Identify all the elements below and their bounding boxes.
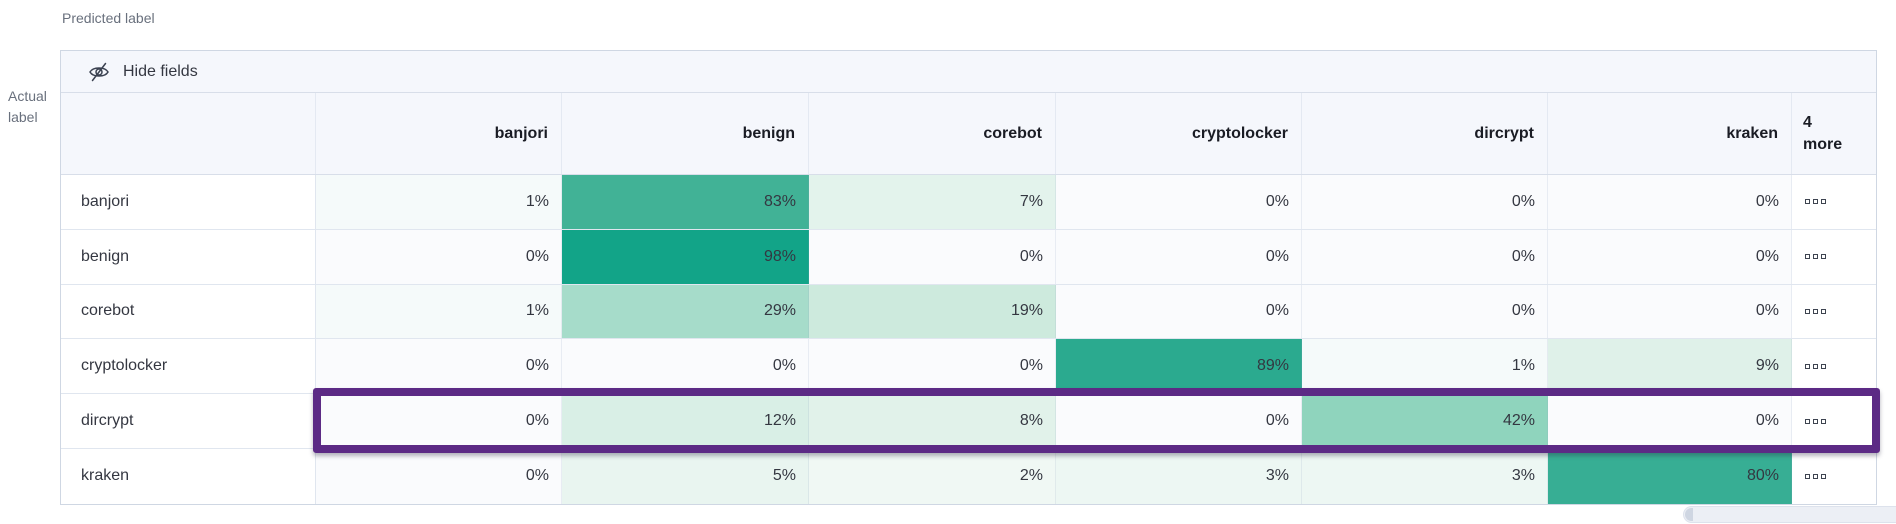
column-header-dircrypt[interactable]: dircrypt <box>1302 93 1548 174</box>
eye-closed-icon <box>88 61 110 83</box>
matrix-cell[interactable]: 19% <box>809 284 1056 339</box>
matrix-cell[interactable]: 9% <box>1548 339 1792 394</box>
row-actions-button[interactable] <box>1792 448 1876 504</box>
boxes-horizontal-icon <box>1805 254 1826 260</box>
actual-axis-label-line2: label <box>8 109 38 125</box>
column-header-corebot[interactable]: corebot <box>809 93 1056 174</box>
row-actions-button[interactable] <box>1792 284 1876 339</box>
matrix-cell[interactable]: 0% <box>562 339 809 394</box>
matrix-cell[interactable]: 0% <box>316 394 562 448</box>
horizontal-scrollbar[interactable] <box>1683 506 1896 523</box>
matrix-cell[interactable]: 83% <box>562 175 809 229</box>
matrix-cell[interactable]: 5% <box>562 448 809 504</box>
table-row-kraken: kraken 0% 5% 2% 3% 3% 80% <box>61 448 1876 504</box>
table-row-banjori: banjori 1% 83% 7% 0% 0% 0% <box>61 175 1876 230</box>
matrix-cell[interactable]: 0% <box>1548 229 1792 284</box>
hide-fields-button[interactable]: Hide fields <box>61 51 1876 93</box>
column-header-banjori[interactable]: banjori <box>316 93 562 174</box>
matrix-cell[interactable]: 0% <box>1302 175 1548 229</box>
more-columns-text: more <box>1803 135 1843 153</box>
hide-fields-label: Hide fields <box>123 62 198 80</box>
column-header-cryptolocker[interactable]: cryptolocker <box>1056 93 1302 174</box>
matrix-cell[interactable]: 0% <box>1056 175 1302 229</box>
row-actions-button[interactable] <box>1792 175 1876 229</box>
matrix-cell[interactable]: 0% <box>1548 394 1792 448</box>
matrix-cell[interactable]: 3% <box>1302 448 1548 504</box>
matrix-cell[interactable]: 0% <box>316 339 562 394</box>
matrix-cell[interactable]: 0% <box>1056 394 1302 448</box>
boxes-horizontal-icon <box>1805 473 1826 479</box>
matrix-cell[interactable]: 1% <box>316 284 562 339</box>
matrix-cell[interactable]: 3% <box>1056 448 1302 504</box>
matrix-cell[interactable]: 2% <box>809 448 1056 504</box>
matrix-cell[interactable]: 1% <box>316 175 562 229</box>
matrix-cell[interactable]: 0% <box>809 229 1056 284</box>
boxes-horizontal-icon <box>1805 418 1826 424</box>
matrix-cell[interactable]: 0% <box>809 339 1056 394</box>
row-label[interactable]: kraken <box>61 448 316 504</box>
matrix-cell[interactable]: 12% <box>562 394 809 448</box>
row-label[interactable]: dircrypt <box>61 394 316 448</box>
column-header-benign[interactable]: benign <box>562 93 809 174</box>
boxes-horizontal-icon <box>1805 308 1826 314</box>
matrix-cell[interactable]: 0% <box>316 229 562 284</box>
matrix-cell[interactable]: 0% <box>316 448 562 504</box>
more-columns-count: 4 <box>1803 113 1812 131</box>
row-actions-button[interactable] <box>1792 229 1876 284</box>
row-label[interactable]: cryptolocker <box>61 339 316 394</box>
table-row-dircrypt: dircrypt 0% 12% 8% 0% 42% 0% <box>61 394 1876 449</box>
corner-header-cell <box>61 93 316 174</box>
table-row-corebot: corebot 1% 29% 19% 0% 0% 0% <box>61 284 1876 340</box>
boxes-horizontal-icon <box>1805 199 1826 205</box>
more-columns-header[interactable]: 4 more <box>1792 93 1876 174</box>
row-label[interactable]: benign <box>61 229 316 284</box>
table-row-cryptolocker: cryptolocker 0% 0% 0% 89% 1% 9% <box>61 339 1876 395</box>
row-actions-button[interactable] <box>1792 394 1876 448</box>
actual-axis-label: Actual label <box>8 86 60 128</box>
scrollbar-thumb[interactable] <box>1685 508 1693 521</box>
column-header-kraken[interactable]: kraken <box>1548 93 1792 174</box>
matrix-cell[interactable]: 0% <box>1548 175 1792 229</box>
matrix-cell[interactable]: 0% <box>1056 229 1302 284</box>
matrix-cell[interactable]: 0% <box>1302 284 1548 339</box>
matrix-cell[interactable]: 89% <box>1056 339 1302 394</box>
matrix-cell[interactable]: 98% <box>562 229 809 284</box>
matrix-cell[interactable]: 42% <box>1302 394 1548 448</box>
matrix-cell[interactable]: 7% <box>809 175 1056 229</box>
confusion-matrix-table: Hide fields banjori benign corebot crypt… <box>60 50 1877 505</box>
matrix-cell[interactable]: 0% <box>1302 229 1548 284</box>
matrix-cell[interactable]: 29% <box>562 284 809 339</box>
actual-axis-label-line1: Actual <box>8 88 47 104</box>
row-label[interactable]: banjori <box>61 175 316 229</box>
boxes-horizontal-icon <box>1805 363 1826 369</box>
matrix-cell[interactable]: 1% <box>1302 339 1548 394</box>
matrix-cell[interactable]: 8% <box>809 394 1056 448</box>
table-row-benign: benign 0% 98% 0% 0% 0% 0% <box>61 229 1876 285</box>
matrix-cell[interactable]: 0% <box>1056 284 1302 339</box>
matrix-cell[interactable]: 0% <box>1548 284 1792 339</box>
column-header-row: banjori benign corebot cryptolocker dirc… <box>61 93 1876 175</box>
matrix-cell[interactable]: 80% <box>1548 448 1792 504</box>
row-actions-button[interactable] <box>1792 339 1876 394</box>
row-label[interactable]: corebot <box>61 284 316 339</box>
predicted-axis-label: Predicted label <box>62 10 155 26</box>
